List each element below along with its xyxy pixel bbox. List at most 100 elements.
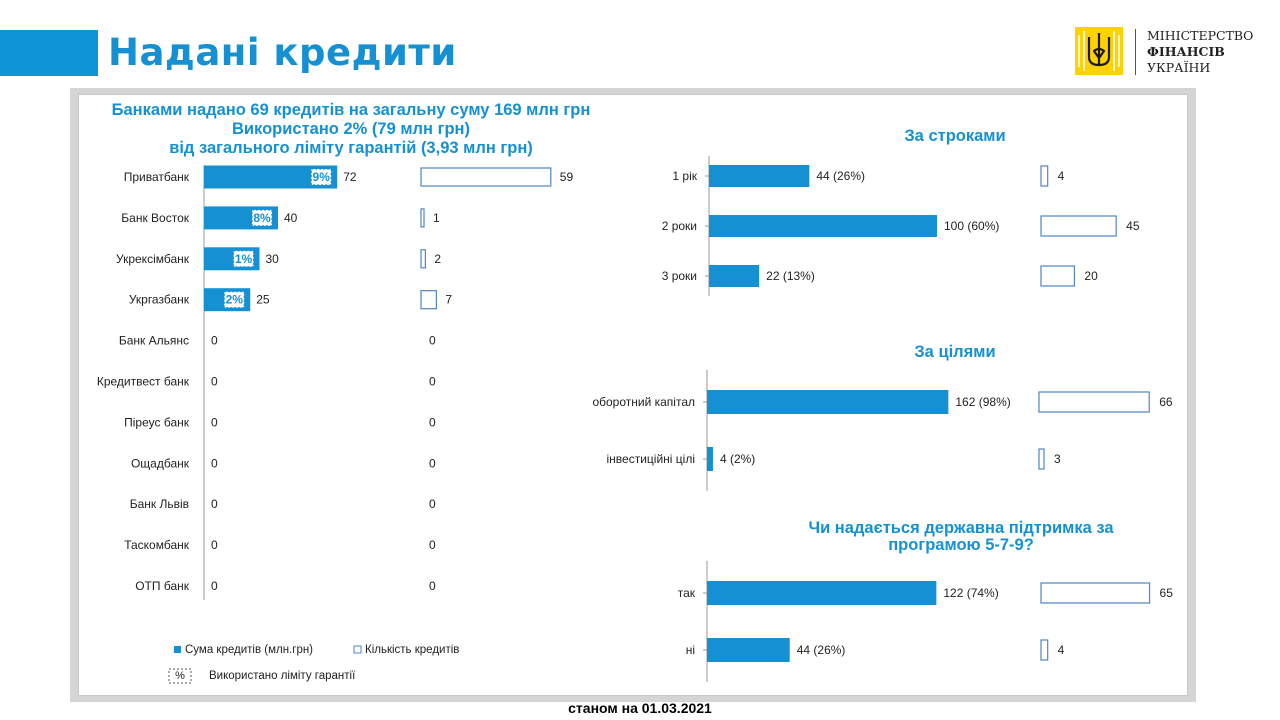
bank-chart-title-line-3: від загального ліміту гарантій (3,93 млн…: [169, 139, 533, 157]
legend-usage-swatch: [168, 668, 192, 684]
bank-7-label: Піреус банк: [124, 415, 190, 429]
purpose-row-2-count-value: 3: [1054, 452, 1061, 466]
term-row-2-sum-bar: [709, 215, 937, 237]
bank-1-usage-label: 9%: [313, 170, 331, 184]
bank-4-count-bar: [420, 290, 437, 310]
term-title: За строками: [904, 127, 1005, 145]
charts-panel: Банками надано 69 кредитів на загальну с…: [78, 94, 1188, 696]
support-row-1-label: так: [678, 586, 696, 600]
bank-10-sum-value: 0: [211, 538, 218, 552]
bank-4-usage-label: 2%: [226, 293, 244, 307]
bank-2-count-bar: [420, 208, 425, 228]
support-row-2-sum-value: 44 (26%): [797, 643, 846, 657]
title-accent-bar: [0, 30, 98, 76]
support-row-1-count-bar: [1040, 582, 1151, 604]
legend-sum-label: Сума кредитів (млн.грн): [185, 644, 313, 656]
support-title-line-1: Чи надається державна підтримка за: [808, 519, 1114, 537]
bank-7-sum-value: 0: [211, 415, 218, 429]
bank-9-label: Банк Львів: [130, 497, 189, 511]
bank-2-label: Банк Восток: [121, 211, 189, 225]
bank-10-label: Таскомбанк: [124, 538, 190, 552]
term-row-3-count-value: 20: [1084, 269, 1098, 283]
bank-4-count-value: 7: [445, 293, 452, 307]
legend-usage-symbol: %: [175, 670, 185, 682]
term-row-1-sum-bar: [709, 165, 810, 187]
legend-count-swatch: [353, 645, 362, 654]
bank-3-count-bar: [420, 249, 427, 269]
bank-3-sum-value: 30: [266, 252, 280, 266]
purpose-title: За цілями: [914, 343, 995, 361]
bank-1-label: Приватбанк: [124, 170, 190, 184]
as-of-date: станом на 01.03.2021: [568, 700, 712, 716]
bank-chart-title-line-1: Банками надано 69 кредитів на загальну с…: [112, 101, 591, 119]
bank-5-count-value: 0: [429, 334, 436, 348]
bank-3-usage-box: [232, 250, 255, 268]
bank-3-usage-label: 1%: [235, 252, 253, 266]
bank-2-usage-box: [251, 209, 273, 227]
trident-emblem-icon: [1075, 27, 1123, 75]
term-row-3-sum-value: 22 (13%): [766, 269, 815, 283]
bank-3-label: Укрексімбанк: [116, 252, 190, 266]
bank-11-label: ОТП банк: [135, 579, 190, 593]
purpose-row-1-sum-bar: [707, 390, 949, 414]
bank-9-sum-value: 0: [211, 497, 218, 511]
bank-1-count-value: 59: [560, 170, 574, 184]
support-title-line-2: програмою 5-7-9?: [888, 536, 1034, 554]
term-row-1-count-value: 4: [1058, 169, 1065, 183]
bank-6-sum-value: 0: [211, 375, 218, 389]
bank-2-sum-value: 40: [284, 211, 298, 225]
purpose-row-2-sum-value: 4 (2%): [720, 452, 755, 466]
bank-6-label: Кредитвест банк: [97, 375, 190, 389]
bank-1-sum-bar: [204, 165, 338, 189]
term-row-1-sum-value: 44 (26%): [816, 169, 865, 183]
bank-2-usage-label: 8%: [253, 211, 271, 225]
purpose-row-1-count-value: 66: [1159, 395, 1173, 409]
bank-11-sum-value: 0: [211, 579, 218, 593]
bank-chart-title-line-2: Використано 2% (79 млн грн): [232, 120, 470, 138]
purpose-row-1-sum-value: 162 (98%): [955, 395, 1010, 409]
term-row-2-count-bar: [1040, 215, 1117, 237]
legend-count-label: Кількість кредитів: [365, 644, 459, 656]
logo-divider: [1135, 29, 1136, 75]
term-row-3-label: 3 роки: [662, 269, 697, 283]
support-row-1-count-value: 65: [1160, 586, 1174, 600]
bank-8-label: Ощадбанк: [131, 456, 190, 470]
support-row-2-sum-bar: [707, 638, 790, 662]
support-row-1-sum-bar: [707, 581, 937, 605]
logo-line-3: УКРАЇНИ: [1147, 60, 1211, 75]
bank-6-count-value: 0: [429, 375, 436, 389]
term-row-2-label: 2 роки: [662, 219, 697, 233]
purpose-row-2-label: інвестиційні цілі: [607, 452, 695, 466]
support-row-2-count-value: 4: [1058, 643, 1065, 657]
bank-11-count-value: 0: [429, 579, 436, 593]
bank-4-sum-value: 25: [256, 293, 270, 307]
ministry-logo: МІНІСТЕРСТВО ФІНАНСІВ УКРАЇНИ: [1075, 27, 1255, 79]
bank-5-label: Банк Альянс: [119, 334, 189, 348]
bank-10-count-value: 0: [429, 538, 436, 552]
term-row-1-label: 1 рік: [672, 169, 697, 183]
page-title: Надані кредити: [108, 31, 457, 74]
purpose-row-2-count-bar: [1038, 448, 1045, 470]
support-row-2-count-bar: [1040, 639, 1049, 661]
term-row-3-count-bar: [1040, 265, 1076, 287]
logo-line-1: МІНІСТЕРСТВО: [1147, 28, 1254, 43]
charts-svg: Банками надано 69 кредитів на загальну с…: [97, 101, 1174, 684]
term-row-2-sum-value: 100 (60%): [944, 219, 999, 233]
purpose-row-2-sum-bar: [707, 447, 713, 471]
bank-2-count-value: 1: [433, 211, 440, 225]
bank-4-usage-box: [223, 291, 245, 309]
bank-5-sum-value: 0: [211, 334, 218, 348]
purpose-row-1-label: оборотний капітал: [592, 395, 695, 409]
bank-1-sum-value: 72: [343, 170, 357, 184]
bank-8-sum-value: 0: [211, 456, 218, 470]
bank-1-count-bar: [420, 167, 552, 187]
bank-8-count-value: 0: [429, 456, 436, 470]
bank-9-count-value: 0: [429, 497, 436, 511]
bank-4-label: Укргазбанк: [129, 293, 190, 307]
logo-text: МІНІСТЕРСТВО ФІНАНСІВ УКРАЇНИ: [1147, 28, 1253, 76]
support-row-2-label: ні: [686, 643, 695, 657]
purpose-row-1-count-bar: [1038, 391, 1150, 413]
legend-sum-swatch: [174, 646, 181, 653]
term-row-3-sum-bar: [709, 265, 760, 287]
support-row-1-sum-value: 122 (74%): [943, 586, 998, 600]
